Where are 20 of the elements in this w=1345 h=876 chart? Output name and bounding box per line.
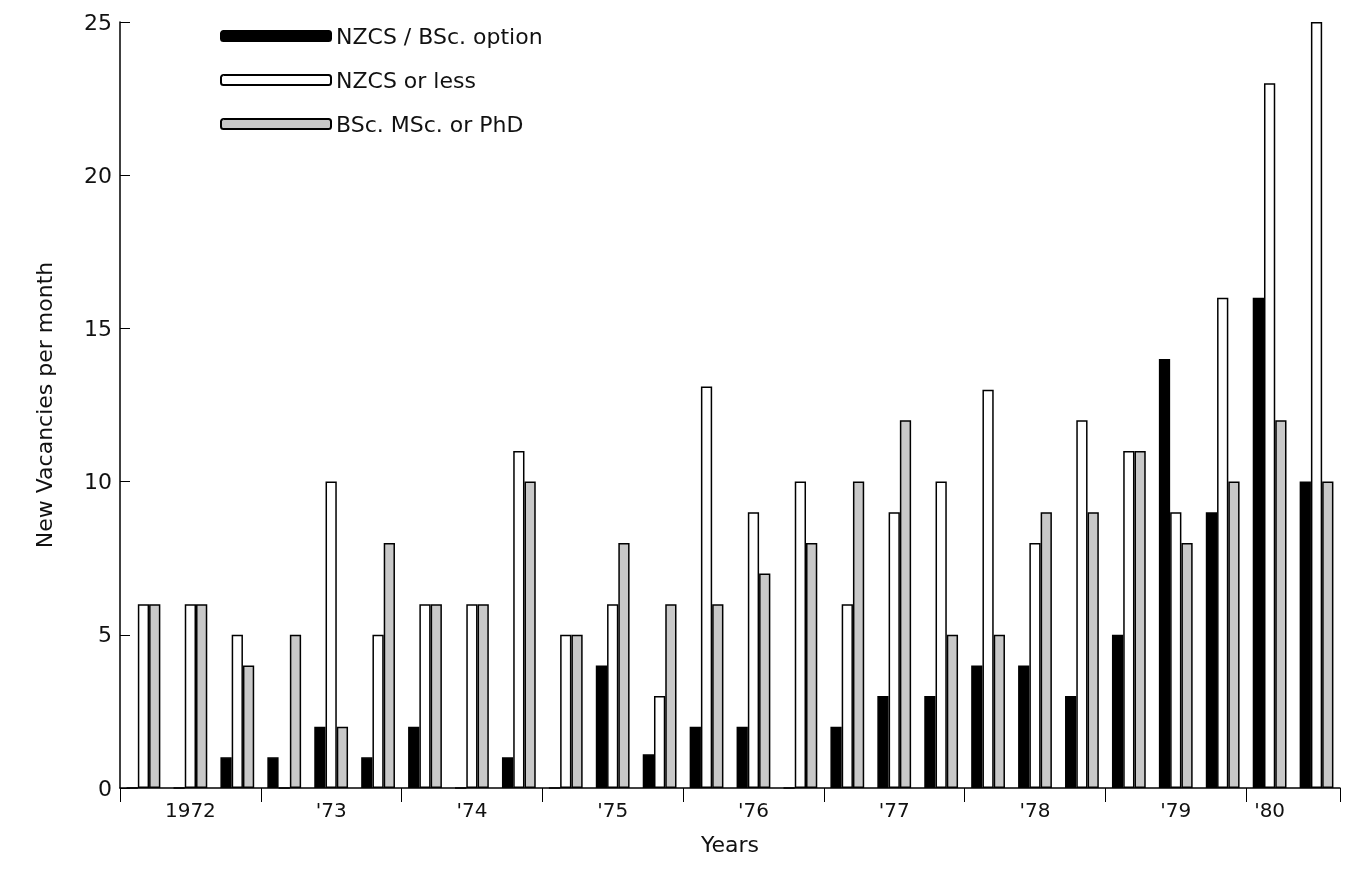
- y-tick-label: 0: [98, 775, 112, 801]
- x-tick-label: '76: [737, 798, 769, 822]
- x-tick-label: '78: [1019, 798, 1051, 822]
- x-tick-label: 1972: [164, 798, 216, 822]
- x-axis-title: Years: [699, 831, 760, 857]
- y-tick-label: 20: [84, 162, 112, 188]
- x-tick-label: '73: [315, 798, 347, 822]
- y-tick-label: 5: [98, 622, 112, 648]
- y-tick-label: 10: [84, 469, 112, 495]
- x-tick-label: '75: [597, 798, 629, 822]
- legend-label: BSc. MSc. or PhD: [336, 111, 524, 137]
- x-tick-label: '79: [1160, 798, 1192, 822]
- legend-label: NZCS / BSc. option: [336, 23, 543, 49]
- y-axis-title: New Vacancies per month: [31, 261, 57, 549]
- x-tick-label: '77: [878, 798, 910, 822]
- x-tick-label: '80: [1254, 798, 1286, 822]
- y-tick-label: 25: [84, 9, 112, 35]
- x-tick-label: '74: [456, 798, 488, 822]
- y-tick-label: 15: [84, 315, 112, 341]
- legend-label: NZCS or less: [336, 67, 476, 93]
